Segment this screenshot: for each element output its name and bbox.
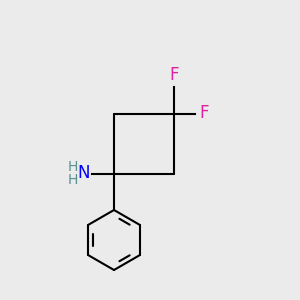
Text: F: F xyxy=(200,103,209,122)
Text: H: H xyxy=(68,160,78,174)
Text: F: F xyxy=(169,66,179,84)
Text: N: N xyxy=(77,164,90,182)
Text: H: H xyxy=(68,173,78,187)
